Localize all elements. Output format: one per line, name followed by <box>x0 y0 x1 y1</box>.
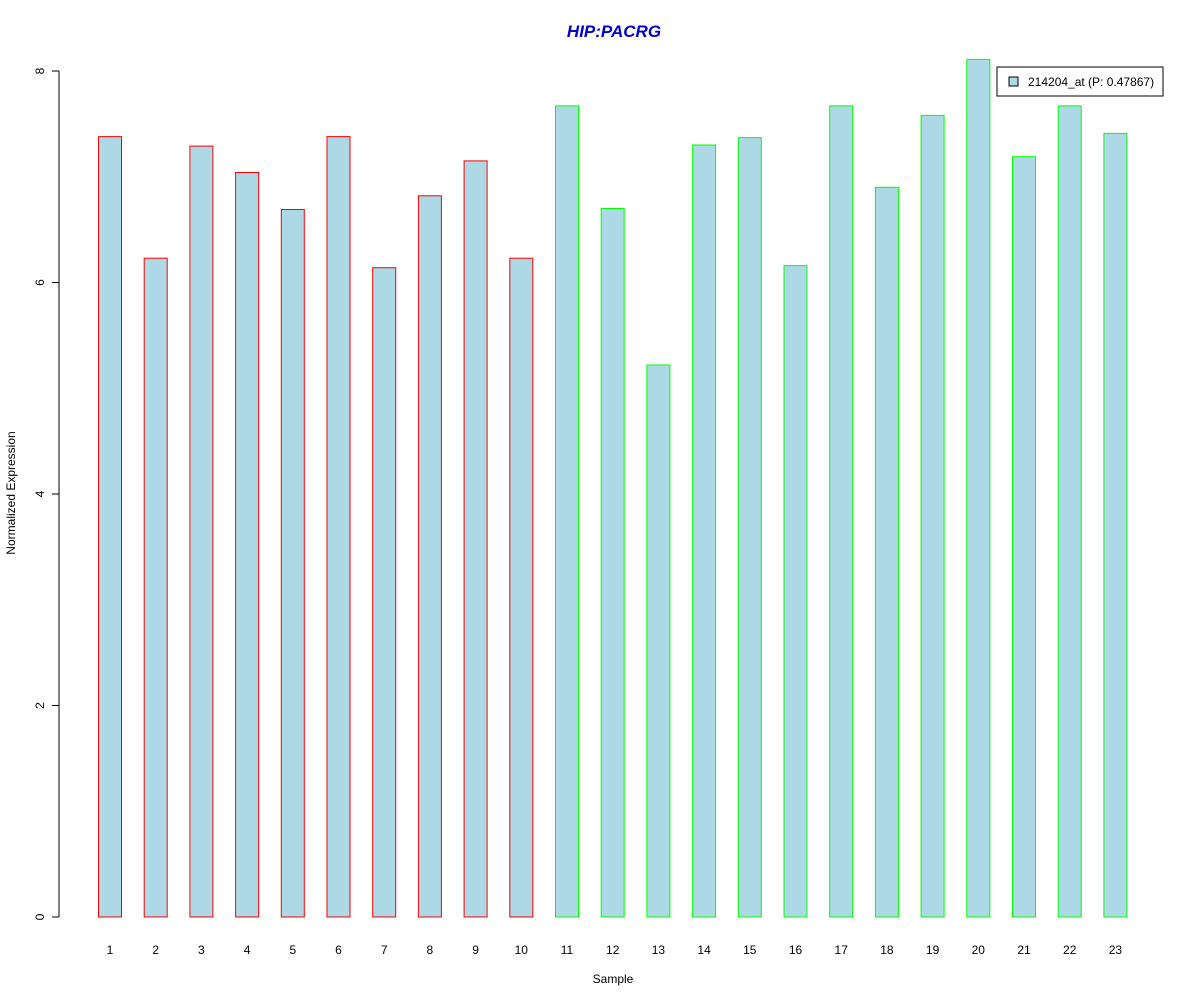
bar <box>966 58 991 918</box>
x-tick-label: 9 <box>472 943 479 957</box>
bar <box>874 186 899 918</box>
bar <box>189 145 214 918</box>
bar <box>463 160 488 918</box>
y-tick-label: 8 <box>33 67 47 74</box>
x-tick-label: 16 <box>789 943 803 957</box>
legend: 214204_at (P: 0.47867) <box>996 66 1164 97</box>
x-tick-label: 22 <box>1063 943 1077 957</box>
x-tick-label: 12 <box>606 943 620 957</box>
bar <box>280 209 305 918</box>
bar <box>555 105 579 918</box>
chart-title: HIP:PACRG <box>567 22 661 41</box>
bar <box>1057 105 1082 918</box>
bar <box>98 136 122 918</box>
bar <box>1012 156 1036 918</box>
y-tick-label: 2 <box>33 702 47 709</box>
x-tick-label: 13 <box>652 943 666 957</box>
x-tick-label: 10 <box>515 943 529 957</box>
bar <box>692 144 717 918</box>
x-tick-label: 15 <box>743 943 757 957</box>
x-tick-label: 14 <box>697 943 711 957</box>
x-tick-label: 5 <box>289 943 296 957</box>
bar <box>646 364 671 918</box>
x-tick-label: 4 <box>244 943 251 957</box>
bar <box>829 105 854 918</box>
x-tick-label: 18 <box>880 943 894 957</box>
bar <box>509 257 534 918</box>
bar <box>326 136 351 918</box>
x-axis-label: Sample <box>593 972 634 986</box>
y-tick-label: 4 <box>33 490 47 497</box>
y-tick-label: 6 <box>33 279 47 286</box>
x-tick-label: 19 <box>926 943 940 957</box>
x-tick-label: 3 <box>198 943 205 957</box>
bar <box>143 257 168 918</box>
bar <box>737 137 762 918</box>
x-tick-label: 11 <box>561 943 574 957</box>
x-tick-label: 6 <box>335 943 342 957</box>
x-tick-label: 1 <box>107 943 114 957</box>
x-tick-label: 7 <box>381 943 388 957</box>
bars <box>98 58 1128 918</box>
legend-box <box>996 66 1164 97</box>
x-tick-label: 21 <box>1017 943 1031 957</box>
bar <box>600 208 625 918</box>
x-tick-label: 2 <box>152 943 159 957</box>
bar <box>783 265 808 918</box>
bar <box>417 195 442 918</box>
bar <box>372 267 397 918</box>
x-tick-label: 8 <box>427 943 434 957</box>
x-tick-label: 20 <box>972 943 986 957</box>
y-tick-label: 0 <box>33 913 47 920</box>
bar <box>1103 132 1128 918</box>
x-tick-label: 23 <box>1109 943 1123 957</box>
bar <box>920 114 945 918</box>
y-axis-label: Normalized Expression <box>4 431 18 554</box>
y-axis: 0 2 4 6 8 <box>33 67 60 920</box>
legend-swatch <box>1008 76 1019 87</box>
x-tick-label: 17 <box>835 943 849 957</box>
bar <box>235 172 260 918</box>
x-tick-labels: 1 2 3 4 5 6 7 8 9 10 11 12 13 14 15 16 17 18 19 20 21 22 23 <box>107 943 1123 957</box>
legend-label: 214204_at (P: 0.47867) <box>1028 75 1154 89</box>
